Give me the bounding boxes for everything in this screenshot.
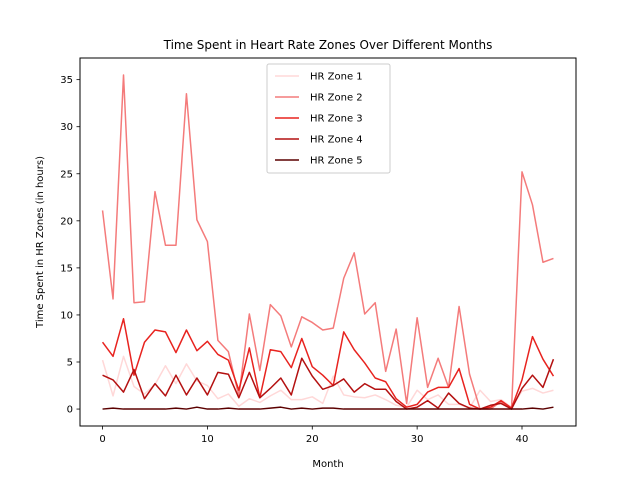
legend-label: HR Zone 2 — [310, 93, 363, 104]
plot-lines — [101, 74, 555, 410]
y-tick-label: 5 — [67, 358, 73, 369]
legend-label: HR Zone 5 — [310, 156, 363, 167]
x-tick-label: 0 — [99, 434, 105, 445]
y-tick-label: 10 — [60, 310, 73, 321]
y-axis: 0 5 10 15 20 25 30 35 — [60, 75, 80, 416]
series-line-hr-zone-1 — [101, 355, 554, 409]
y-tick-label: 0 — [67, 405, 73, 416]
y-tick-label: 25 — [60, 169, 73, 180]
legend-label: HR Zone 1 — [310, 72, 363, 83]
series-line-hr-zone-2 — [101, 74, 554, 410]
plot-frame — [79, 57, 577, 427]
legend-label: HR Zone 3 — [310, 114, 363, 125]
legend: HR Zone 1 HR Zone 2 HR Zone 3 HR Zone 4 HR Z… — [266, 63, 391, 174]
series-line-hr-zone-4 — [102, 357, 555, 410]
x-axis-label: Month — [312, 459, 343, 470]
y-tick-label: 35 — [60, 75, 73, 86]
x-tick-label: 40 — [516, 434, 529, 445]
series-line-hr-zone-5 — [102, 406, 554, 410]
y-tick-label: 30 — [60, 122, 73, 133]
y-axis-label: Time Spent in HR Zones (in hours) — [35, 156, 46, 329]
x-axis: 0 10 20 30 40 — [99, 426, 528, 445]
legend-label: HR Zone 4 — [310, 135, 363, 146]
x-tick-label: 20 — [306, 434, 319, 445]
y-tick-label: 15 — [60, 263, 73, 274]
x-tick-label: 10 — [201, 434, 214, 445]
x-tick-label: 30 — [411, 434, 424, 445]
chart-title: Time Spent in Heart Rate Zones Over Diff… — [163, 38, 493, 52]
legend-box — [266, 63, 391, 174]
y-tick-label: 20 — [60, 216, 73, 227]
